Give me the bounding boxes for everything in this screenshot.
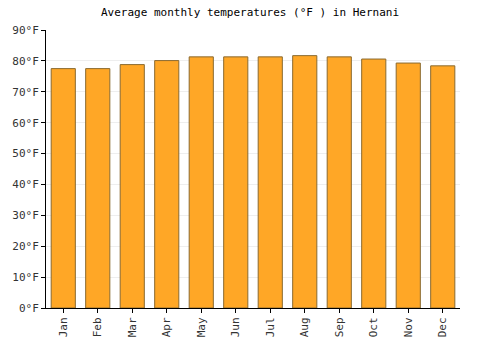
svg-text:0°F: 0°F [19,302,39,315]
svg-text:Jun: Jun [229,317,242,337]
svg-text:Aug: Aug [298,317,311,337]
svg-text:60°F: 60°F [12,117,39,130]
svg-text:Jan: Jan [57,317,70,337]
svg-text:10°F: 10°F [12,271,39,284]
svg-text:70°F: 70°F [12,86,39,99]
svg-text:Sep: Sep [333,317,346,337]
svg-text:40°F: 40°F [12,178,39,191]
svg-text:Dec: Dec [436,317,449,337]
svg-text:May: May [195,317,208,337]
svg-text:80°F: 80°F [12,55,39,68]
svg-text:30°F: 30°F [12,209,39,222]
svg-text:Mar: Mar [126,317,139,337]
svg-text:Feb: Feb [91,317,104,337]
svg-text:Jul: Jul [264,317,277,337]
svg-text:Average monthly temperatures (: Average monthly temperatures (°F ) in He… [101,6,399,19]
svg-text:Nov: Nov [402,317,415,337]
svg-text:Oct: Oct [367,317,380,337]
svg-text:20°F: 20°F [12,240,39,253]
svg-text:Apr: Apr [160,317,173,337]
svg-text:50°F: 50°F [12,147,39,160]
svg-text:90°F: 90°F [12,24,39,37]
